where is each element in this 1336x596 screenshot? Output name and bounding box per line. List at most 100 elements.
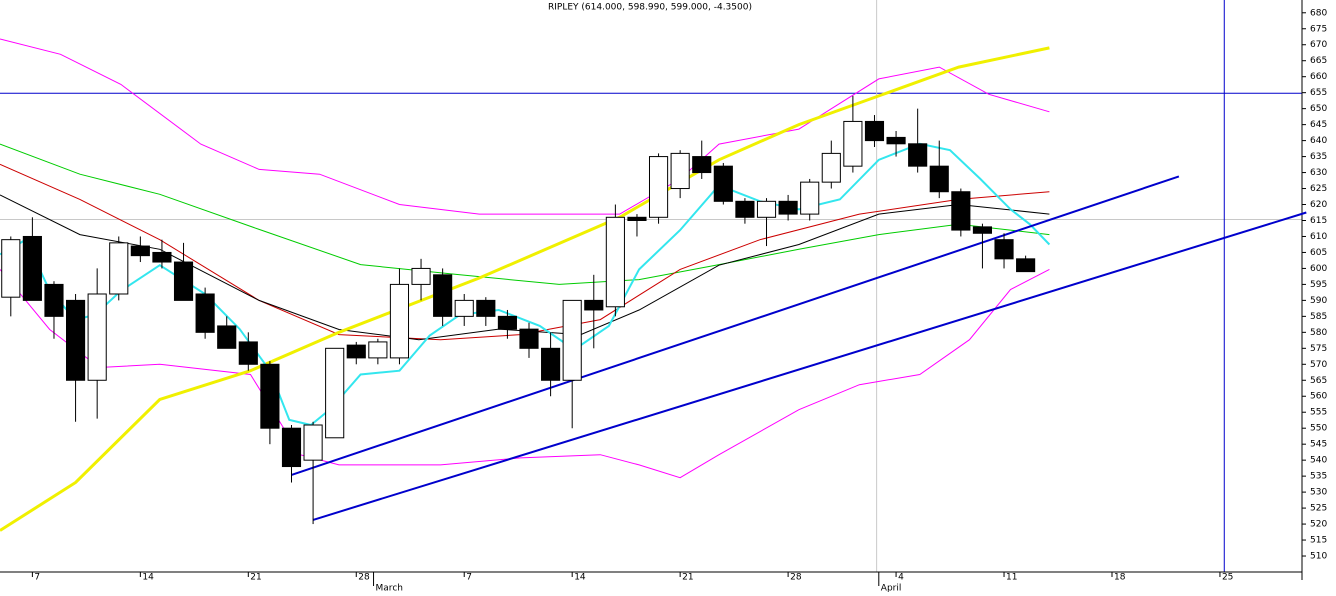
candle-body [497,315,517,330]
y-tick-label: 615 [1310,216,1327,226]
x-tick-label: 21 [682,573,693,583]
candle-body [476,299,496,317]
x-tick-label: 7 [34,573,40,583]
y-tick-label: 540 [1310,456,1327,466]
candle-body [109,242,129,295]
trend-line [312,211,1307,521]
candle-body [584,299,604,311]
y-tick-label: 515 [1310,536,1327,546]
candle-body [994,239,1014,260]
y-tick-label: 585 [1310,312,1327,322]
y-tick-label: 600 [1310,264,1327,274]
y-tick-label: 605 [1310,248,1327,258]
candle-body [908,143,928,167]
candle-body [260,363,280,429]
candle-body [951,191,971,231]
y-tick-label: 530 [1310,488,1327,498]
month-label: March [376,584,403,593]
x-tick-label: 18 [1114,573,1126,583]
candle-body [22,235,42,301]
indicator-line [0,194,1050,341]
candle-body [389,283,410,359]
candle-body [238,341,258,365]
candle-body [864,120,885,142]
candle-body [756,200,777,218]
trend-line [291,175,1180,476]
x-tick-label: 28 [790,573,802,583]
y-tick-label: 635 [1310,152,1327,162]
y-tick-label: 510 [1310,552,1327,562]
candle-body [411,267,431,285]
y-tick-label: 630 [1310,168,1327,178]
candle-body [821,152,841,183]
candle-body [627,216,647,221]
candle-body [44,283,64,317]
candle-body [281,427,302,468]
y-tick-label: 595 [1310,280,1327,290]
y-tick-label: 520 [1310,520,1327,530]
candle-body [648,156,669,218]
candle-body [325,347,345,439]
indicator-line [0,143,1050,285]
candle-body [886,136,906,145]
x-tick-label: 11 [1006,573,1017,583]
y-tick-label: 535 [1310,472,1327,482]
candle-body [87,293,107,381]
candle-body [217,325,237,349]
x-tick-label: 21 [250,573,261,583]
candle-body [800,181,820,215]
y-tick-label: 665 [1310,56,1327,66]
chart-title: RIPLEY (614.000, 598.990, 599.000, -4.35… [548,3,752,13]
candle-body [519,328,539,349]
y-tick-label: 570 [1310,360,1327,370]
candle-body [670,152,690,190]
y-tick-label: 610 [1310,232,1327,242]
candle-body [562,299,582,381]
x-tick-label: 14 [142,573,154,583]
indicator-line [0,46,1050,532]
indicator-line [0,38,1050,215]
candle-body [1,239,21,298]
y-tick-label: 620 [1310,200,1327,210]
x-tick-label: 14 [574,573,586,583]
y-tick-label: 560 [1310,392,1327,402]
y-tick-label: 545 [1310,440,1327,450]
candle-body [152,251,172,263]
candle-body [454,299,474,317]
y-tick-label: 645 [1310,120,1327,130]
y-tick-label: 565 [1310,376,1327,386]
candle-body [303,424,323,461]
x-tick-label: 7 [466,573,472,583]
candle-body [130,245,150,257]
y-tick-label: 590 [1310,296,1327,306]
candle-body [433,274,453,317]
y-tick-label: 525 [1310,504,1327,514]
candle-body [368,341,388,359]
candle-body [195,293,215,333]
x-tick-label: 28 [358,573,370,583]
candle-body [843,120,863,167]
candle-body [929,165,949,193]
candle-body [713,165,733,202]
y-tick-label: 680 [1310,8,1327,18]
candle-body [735,200,755,218]
x-tick-label: 25 [1222,573,1233,583]
candle-body [346,344,366,359]
x-tick-label: 4 [898,573,904,583]
y-tick-label: 550 [1310,424,1327,434]
y-tick-label: 625 [1310,184,1327,194]
y-tick-label: 675 [1310,24,1327,34]
candle-body [66,299,86,381]
y-tick-label: 670 [1310,40,1327,50]
candle-body [541,347,561,381]
month-label: April [881,584,902,593]
y-tick-label: 575 [1310,344,1327,354]
candle-body [605,216,625,308]
candle-body [972,226,993,234]
candle-body [1016,258,1036,273]
y-tick-label: 655 [1310,88,1327,98]
candle-body [692,156,712,174]
y-tick-label: 555 [1310,408,1327,418]
